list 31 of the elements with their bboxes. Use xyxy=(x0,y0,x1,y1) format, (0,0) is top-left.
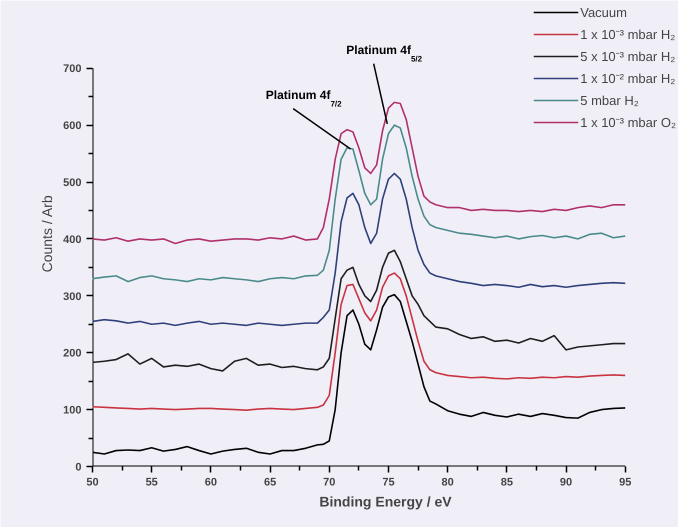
line-series xyxy=(92,249,626,372)
line-series xyxy=(92,272,626,411)
annotation: Platinum 4f5/2 xyxy=(346,42,423,64)
y-tick-label: 700 xyxy=(63,63,82,76)
legend-label: Vacuum xyxy=(580,4,627,20)
x-axis-title: Binding Energy / eV xyxy=(319,494,452,510)
x-tick-label: 50 xyxy=(86,476,99,488)
line-series xyxy=(92,172,626,326)
y-tick-label: 400 xyxy=(63,234,82,246)
x-tick-label: 95 xyxy=(619,476,632,488)
legend-label: 1 x 10⁻³ mbar H₂ xyxy=(580,26,676,43)
y-tick-label: 0 xyxy=(75,462,82,474)
x-tick-label: 65 xyxy=(264,476,276,488)
x-tick-label: 70 xyxy=(323,476,336,488)
y-tick-label: 600 xyxy=(63,120,82,132)
legend-label: 5 x 10⁻³ mbar H₂ xyxy=(580,48,676,65)
x-tick-label: 75 xyxy=(382,476,395,488)
legend-label: 1 x 10⁻³ mbar O₂ xyxy=(580,114,676,131)
annotation: Platinum 4f7/2 xyxy=(266,88,342,109)
y-tick-label: 100 xyxy=(63,404,82,417)
legend-label: 5 mbar H₂ xyxy=(580,92,639,108)
x-tick-label: 55 xyxy=(146,476,158,488)
x-tick-label: 85 xyxy=(500,476,513,488)
y-tick-label: 200 xyxy=(63,348,82,360)
y-tick-label: 500 xyxy=(63,177,82,190)
x-tick-label: 60 xyxy=(204,476,218,488)
x-tick-label: 80 xyxy=(442,476,454,488)
legend-label: 1 x 10⁻² mbar H₂ xyxy=(580,70,676,87)
y-tick-label: 300 xyxy=(63,290,82,303)
y-axis-title: Counts / Arb xyxy=(39,195,56,272)
x-tick-label: 90 xyxy=(560,476,572,488)
